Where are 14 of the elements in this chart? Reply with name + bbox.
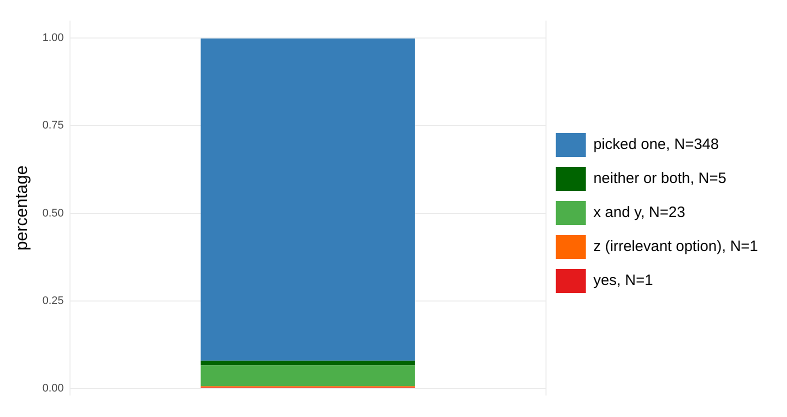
bar [200, 365, 415, 386]
y-axis-title: percentage [12, 165, 31, 251]
y-tick-label: 0.00 [42, 382, 64, 394]
y-tick-label: 0.75 [42, 120, 64, 132]
legend-label: neither or both, N=5 [593, 170, 726, 188]
legend-label: z (irrelevant option), N=1 [593, 238, 758, 256]
y-tick-label: 1.00 [42, 32, 64, 44]
bar [200, 38, 415, 361]
y-tick-label: 0.50 [42, 207, 64, 220]
bar [200, 360, 415, 366]
y-tick-label: 0.25 [42, 294, 64, 307]
legend-label: yes, N=1 [593, 272, 653, 290]
legend-label: picked one, N=348 [593, 136, 719, 154]
legend-label: x and y, N=23 [593, 204, 686, 222]
